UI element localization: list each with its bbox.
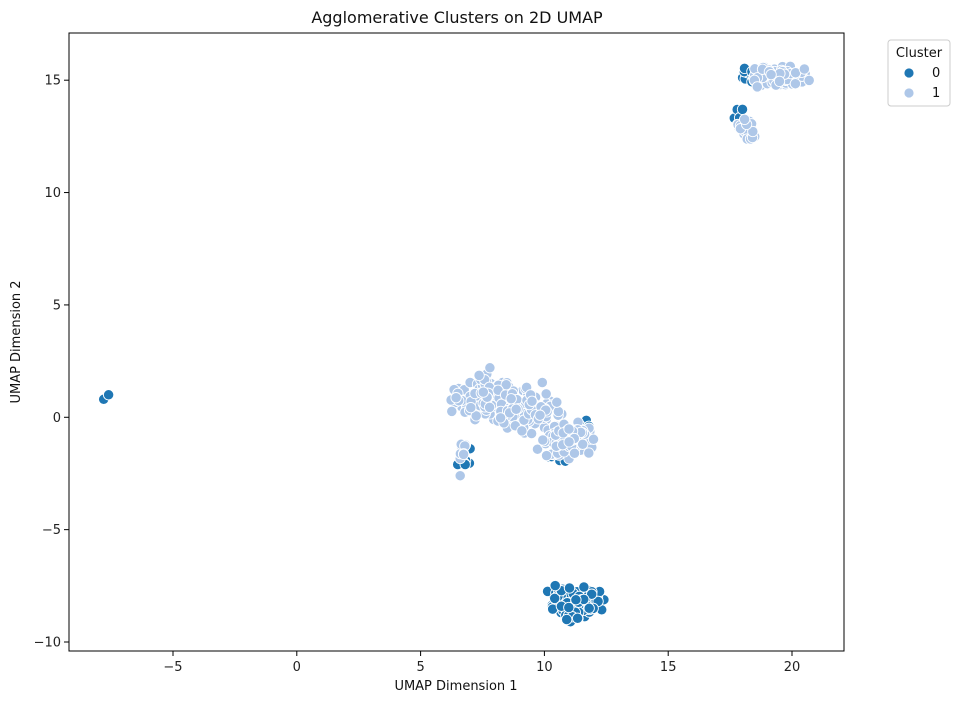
data-point-cluster-0	[563, 601, 575, 614]
data-point-cluster-1	[568, 447, 581, 459]
data-point-cluster-0	[549, 579, 561, 592]
data-point-cluster-1	[454, 470, 466, 482]
data-point-cluster-1	[526, 395, 538, 407]
chart-title: Agglomerative Clusters on 2D UMAP	[311, 8, 603, 27]
data-point-cluster-1	[747, 125, 759, 138]
data-point-cluster-1	[537, 434, 549, 446]
legend-box	[887, 39, 951, 107]
data-point-cluster-1	[583, 447, 595, 459]
x-tick-label: 10	[536, 660, 553, 675]
data-point-cluster-1	[450, 392, 462, 404]
y-tick-label: 5	[53, 298, 61, 313]
y-axis-title: UMAP Dimension 2	[9, 280, 24, 403]
legend-marker-1	[903, 87, 915, 99]
data-point-cluster-0	[102, 389, 115, 401]
data-point-cluster-1	[552, 405, 565, 418]
x-tick-label: 0	[293, 660, 301, 675]
data-point-cluster-0	[578, 581, 590, 593]
legend-marker-0	[903, 67, 915, 79]
data-point-cluster-0	[563, 582, 576, 594]
data-point-cluster-0	[571, 612, 584, 624]
x-tick-label: 20	[784, 660, 801, 675]
legend-label-1: 1	[932, 86, 940, 101]
scatter-points	[98, 60, 815, 628]
x-axis-title: UMAP Dimension 1	[394, 679, 517, 694]
plot-area	[69, 33, 844, 651]
data-point-cluster-1	[484, 362, 496, 374]
data-point-cluster-1	[465, 401, 477, 414]
plot-frame	[68, 32, 845, 652]
y-tick-label: 15	[44, 74, 61, 89]
y-axis: −10 −5 0 5 10 15	[34, 74, 69, 651]
data-point-cluster-1	[534, 409, 546, 421]
data-point-cluster-1	[751, 81, 763, 93]
data-point-cluster-0	[736, 103, 749, 116]
data-point-cluster-1	[798, 63, 811, 75]
data-point-cluster-1	[457, 448, 470, 461]
x-tick-label: 15	[660, 660, 677, 675]
data-point-cluster-1	[470, 410, 482, 422]
data-point-cluster-1	[505, 393, 517, 405]
data-point-cluster-0	[549, 592, 561, 605]
x-tick-label: −5	[163, 660, 182, 675]
data-point-cluster-1	[587, 433, 600, 445]
data-point-cluster-1	[765, 68, 777, 81]
data-point-cluster-1	[551, 396, 563, 408]
data-point-cluster-1	[738, 113, 751, 126]
data-point-cluster-1	[540, 388, 552, 400]
data-point-cluster-1	[494, 412, 507, 424]
y-tick-label: −10	[34, 636, 61, 651]
x-tick-label: 5	[416, 660, 424, 675]
data-point-cluster-1	[536, 376, 548, 389]
data-point-cluster-1	[563, 436, 575, 448]
data-point-cluster-1	[516, 425, 528, 437]
data-point-cluster-1	[531, 443, 544, 455]
legend: Cluster 0 1	[887, 39, 951, 107]
data-point-cluster-1	[510, 403, 522, 415]
data-point-cluster-1	[789, 78, 802, 90]
data-point-cluster-1	[483, 401, 496, 414]
data-point-cluster-1	[477, 386, 489, 398]
data-point-cluster-1	[540, 449, 553, 462]
data-point-cluster-1	[473, 369, 485, 382]
x-axis: −5 0 5 10 15 20	[163, 651, 800, 675]
legend-title: Cluster	[896, 46, 943, 61]
data-point-cluster-0	[570, 594, 582, 606]
legend-label-0: 0	[932, 66, 940, 81]
data-point-cluster-1	[563, 423, 575, 435]
y-tick-label: −5	[42, 523, 61, 538]
data-point-cluster-1	[803, 74, 815, 87]
data-point-cluster-0	[561, 613, 573, 626]
data-point-cluster-1	[577, 438, 589, 450]
y-tick-label: 0	[53, 411, 61, 426]
y-tick-label: 10	[44, 186, 61, 201]
data-point-cluster-0	[583, 602, 595, 614]
data-point-cluster-0	[586, 588, 598, 600]
data-point-cluster-1	[446, 405, 458, 418]
data-point-cluster-1	[773, 75, 786, 88]
